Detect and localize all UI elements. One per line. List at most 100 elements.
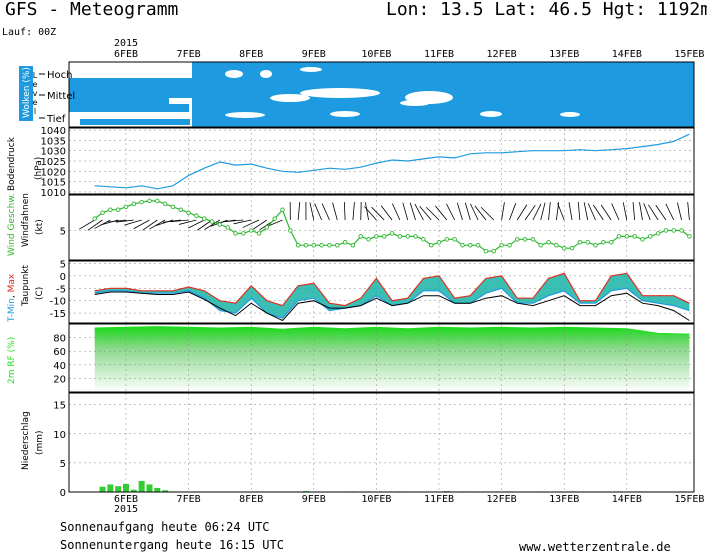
- pressure-line: [95, 134, 690, 189]
- cloud-level-label-1: Mittel: [47, 91, 75, 102]
- top-date-label: 15FEB: [674, 49, 704, 60]
- wind-speed-point: [437, 240, 441, 244]
- wind-speed-point: [218, 223, 222, 227]
- wind-speed-point: [359, 235, 363, 239]
- wind-speed-point: [93, 217, 97, 221]
- top-date-label: 7FEB: [177, 49, 201, 60]
- level-word-char-1: e: [33, 80, 38, 89]
- wind-speed-point: [148, 199, 152, 203]
- cloud-fill-low-3: [80, 119, 190, 125]
- ytick-label-4-20: 20: [53, 374, 66, 385]
- cloud-gap-0: [225, 70, 243, 78]
- wind-speed-point: [202, 217, 206, 221]
- wind-speed-point: [367, 238, 371, 242]
- bottom-date-label: 7FEB: [177, 494, 201, 505]
- dewpoint-label: Taupunkt: [21, 264, 31, 307]
- wind-barb: [465, 203, 470, 220]
- wind-speed-point: [594, 243, 598, 247]
- wind-barb: [470, 204, 478, 220]
- wind-barb: [420, 206, 432, 220]
- location-info: Lon: 13.5 Lat: 46.5 Hgt: 1192m: [386, 0, 707, 20]
- precip-label: Niederschlag: [21, 411, 31, 470]
- wind-speed-point: [335, 243, 339, 247]
- precip-bar: [107, 484, 113, 492]
- precip-bar: [115, 486, 121, 492]
- wind-speed-point: [109, 208, 113, 212]
- wind-barb: [415, 204, 423, 220]
- wind-barb: [666, 204, 674, 220]
- wind-speed-point: [422, 238, 426, 242]
- wind-barb: [364, 207, 376, 220]
- wind-speed-point: [602, 240, 606, 244]
- humidity-area: [95, 327, 690, 392]
- wind-speed-point: [570, 246, 574, 250]
- wind-barb: [298, 202, 300, 220]
- wind-barb: [569, 202, 572, 220]
- wind-speed-point: [578, 240, 582, 244]
- cloud-gap-4: [400, 100, 430, 106]
- wind-speed-point: [116, 208, 120, 212]
- ytick-label-1-1030: 1030: [41, 147, 66, 158]
- ytick-label-1-1035: 1035: [41, 136, 66, 147]
- bottom-date-label: 10FEB: [361, 494, 391, 505]
- ytick-label-1-1010: 1010: [41, 188, 66, 199]
- temp-range-fill: [95, 273, 690, 318]
- wind-speed-point: [375, 235, 379, 239]
- wind-barb: [677, 202, 681, 220]
- top-date-label: 9FEB: [302, 49, 326, 60]
- bottom-date-label: 15FEB: [674, 494, 704, 505]
- top-year-label: 2015: [114, 38, 138, 49]
- wind-speed-point: [226, 226, 230, 230]
- wind-speed-point: [265, 226, 269, 230]
- wind-speed-point: [476, 243, 480, 247]
- wind-speed-point: [101, 211, 105, 215]
- cloud-gap-6: [270, 94, 310, 102]
- wind-speed-point: [531, 238, 535, 242]
- wind-barb: [549, 202, 551, 220]
- wind-barb: [475, 206, 486, 220]
- wind-speed-point: [234, 232, 238, 236]
- bottom-year-label: 2015: [114, 504, 138, 515]
- wind-speed-point: [273, 217, 277, 221]
- wind-speed-point: [210, 220, 214, 224]
- wind-barb: [353, 202, 355, 220]
- wind-barb: [410, 203, 415, 220]
- wind-speed-point: [633, 235, 637, 239]
- wind-speed-point: [453, 238, 457, 242]
- wind-speed-point: [390, 232, 394, 236]
- ytick-label-5-10: 10: [53, 430, 66, 441]
- wind-barb: [426, 207, 439, 220]
- cloud-gap-8: [480, 111, 502, 117]
- wind-speed-label: Wind Geschw.: [7, 193, 17, 256]
- wind-speed-point: [163, 202, 167, 206]
- wind-speed-point: [398, 235, 402, 239]
- wind-speed-point: [500, 243, 504, 247]
- wind-barb: [584, 202, 588, 220]
- sunrise-text: Sonnenaufgang heute 06:24 UTC: [60, 520, 270, 534]
- wind-speed-point: [688, 235, 692, 239]
- ytick-label-5-5: 5: [60, 459, 66, 470]
- wind-barb: [509, 203, 515, 220]
- pressure-unit: (hPa): [34, 157, 44, 180]
- ytick-label-4-80: 80: [53, 334, 66, 345]
- wind-speed-point: [242, 232, 246, 236]
- ytick-label-4-40: 40: [53, 361, 66, 372]
- wind-speed-point: [625, 235, 629, 239]
- bottom-date-label: 8FEB: [239, 494, 263, 505]
- wind-barbs-label: Windfahnen: [21, 193, 31, 247]
- wind-speed-point: [320, 243, 324, 247]
- bottom-date-label: 13FEB: [549, 494, 579, 505]
- wind-barb: [79, 220, 94, 229]
- wind-speed-point: [664, 229, 668, 233]
- wind-speed-point: [132, 202, 136, 206]
- wind-speed-line: [95, 201, 690, 251]
- wind-speed-point: [406, 235, 410, 239]
- cloud-gap-2: [300, 67, 322, 72]
- cloud-fill-low-2: [69, 104, 189, 112]
- wind-speed-point: [641, 238, 645, 242]
- wind-barb: [633, 202, 635, 220]
- wind-barb: [639, 202, 642, 220]
- ytick-label-5-15: 15: [53, 401, 66, 412]
- wind-speed-point: [249, 229, 253, 233]
- ytick-label-1-1025: 1025: [41, 157, 66, 168]
